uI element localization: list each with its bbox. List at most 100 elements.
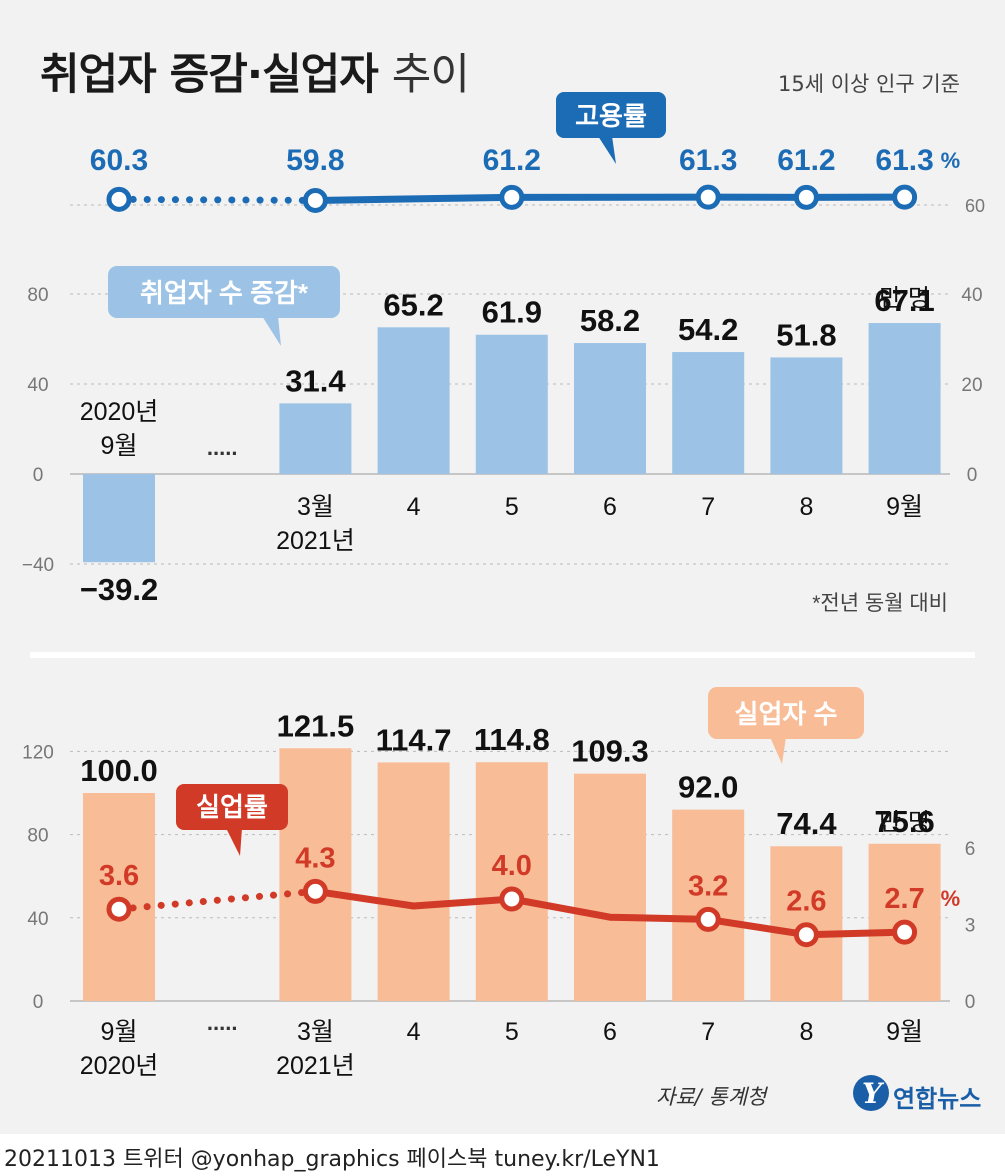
top-x-label-1-0: 3월 [297,493,334,521]
emp-bars-right-tick-1: 20 [961,375,982,396]
page-title: 취업자 증감·실업자 추이 [40,40,470,102]
emp-bars-left-tick-3: −40 [22,555,54,576]
unemp-rate-label-3: 3.2 [688,870,728,902]
top-x-label-3-0: 5 [505,493,519,521]
emp-bar-0 [83,474,155,563]
emp-rate-label-1: 59.8 [286,144,344,177]
top-x-label-0-0: 2020년 [80,398,159,426]
emp-rate-unit: % [941,148,961,173]
emp-bar-3 [475,334,548,474]
unemp-rate-unit: % [941,886,961,911]
emp-rate-dotted-segment [115,195,319,204]
emp-bars-right-tick-2: 0 [967,465,978,486]
bottom-x-label-0-0: 9월 [101,1018,138,1046]
emp-bar-label-1: 31.4 [285,363,346,398]
emp-bar-label-4: 58.2 [580,303,640,338]
top-x-label-5-0: 7 [701,493,715,521]
emp-rate-right-tick: 60 [965,196,985,216]
bottom-x-label-5-0: 7 [701,1018,715,1046]
emp-bar-5 [672,352,745,474]
unemp-rate-label-1: 4.3 [295,842,335,874]
unemp-rate-callout-tail [226,828,242,856]
unemp-bar-label-4: 109.3 [571,734,649,769]
emp-rate-point-0 [106,186,132,212]
emp-bars-callout-text: 취업자 수 증감* [140,278,309,308]
bottom-x-label-0-1: 2020년 [80,1052,159,1080]
emp-rate-point-2 [499,184,525,210]
emp-rate-point-5 [892,184,918,210]
unemp-rate-callout-text: 실업률 [196,792,268,822]
emp-bar-label-7: 67.1 [874,283,934,318]
emp-bars-right-tick-0: 40 [961,285,982,306]
emp-rate-label-5: 61.3 [875,144,933,177]
emp-bar-2 [377,327,450,474]
emp-bar-label-0: −39.2 [80,572,158,607]
unemp-rate-point-0 [106,896,132,922]
unemp-bar-label-7: 75.6 [874,804,934,839]
emp-rate-callout-tail [598,136,616,164]
bottom-x-label-7-0: 9월 [886,1018,923,1046]
unemp-rate-callout-box [176,784,288,830]
unemp-rate-right-tick-1: 3 [965,916,976,937]
unemp-rate-right-tick-0: 6 [965,839,976,860]
unemp-bars-callout-box [708,687,864,739]
unemp-bars-left-tick-1: 80 [27,826,48,847]
unemp-bar-4 [574,773,646,1001]
unemp-rate-point-4 [793,922,819,948]
unemp-bar-3 [475,762,548,1001]
unemp-bar-label-0: 100.0 [80,753,158,788]
emp-rate-point-3 [695,184,721,210]
unemp-rate-point-5 [892,919,918,945]
emp-rate-label-2: 61.2 [483,144,541,177]
unemp-rate-point-3 [695,906,721,932]
unemp-bar-1 [279,748,352,1001]
emp-bar-label-3: 61.9 [482,295,542,330]
unemp-rate-dotted-segment [115,887,319,913]
emp-rate-point-1 [302,187,328,213]
footer-text: 20211013 트위터 @yonhap_graphics 페이스북 tuney… [4,1147,660,1172]
top-x-label-2-0: 4 [407,493,421,521]
unemp-bars-left-tick-3: 0 [33,992,44,1013]
top-x-label-4-0: 6 [603,493,617,521]
unemp-bar-label-3: 114.8 [474,722,550,757]
unemp-rate-right-tick-2: 0 [965,992,976,1013]
logo-mark-icon: Y [853,1075,889,1111]
unemp-rate-label-5: 2.7 [884,883,924,915]
unemp-bar-label-5: 92.0 [678,770,738,805]
emp-bars-left-tick-2: 0 [33,465,44,486]
unemp-bars-callout-tail [770,737,786,764]
unemp-rate-label-4: 2.6 [786,886,826,918]
unemp-bar-label-6: 74.4 [776,806,837,841]
unemp-bar-label-1: 121.5 [277,708,355,743]
footer-bar: 20211013 트위터 @yonhap_graphics 페이스북 tuney… [0,1134,1005,1176]
top-x-label-6-0: 8 [799,493,813,521]
emp-bars-callout-tail [262,316,281,346]
emp-bars-unit: 만 명 [879,285,930,312]
emp-bar-1 [279,403,352,474]
emp-bar-4 [574,343,646,474]
bottom-x-label-6-0: 8 [799,1018,813,1046]
bottom-x-label-2-0: 4 [407,1018,421,1046]
emp-bar-label-5: 54.2 [678,312,738,347]
emp-bars-left-tick-1: 40 [27,375,48,396]
emp-bars-callout-box [108,266,340,318]
bottom-x-label-4-0: 6 [603,1018,617,1046]
emp-bar-label-6: 51.8 [776,317,836,352]
top-x-label-0-1: 9월 [101,432,138,460]
emp-bar-7 [868,323,941,474]
unemp-bars-gap-marker: ..... [207,1010,238,1035]
unemp-bar-2 [377,762,450,1001]
unemp-bar-label-2: 114.7 [376,722,452,757]
bottom-x-label-1-1: 2021년 [276,1052,355,1080]
unemp-rate-point-2 [499,886,525,912]
emp-bars-left-tick-0: 80 [27,285,48,306]
emp-bar-label-2: 65.2 [383,287,443,322]
unemp-rate-label-2: 4.0 [492,850,532,882]
unemp-bar-5 [672,809,745,1001]
emp-rate-label-3: 61.3 [679,144,737,177]
title-main: 취업자 증감·실업자 [40,50,379,100]
yonhap-logo: Y 연합뉴스 [853,1074,993,1114]
unemp-rate-label-0: 3.6 [99,860,139,892]
